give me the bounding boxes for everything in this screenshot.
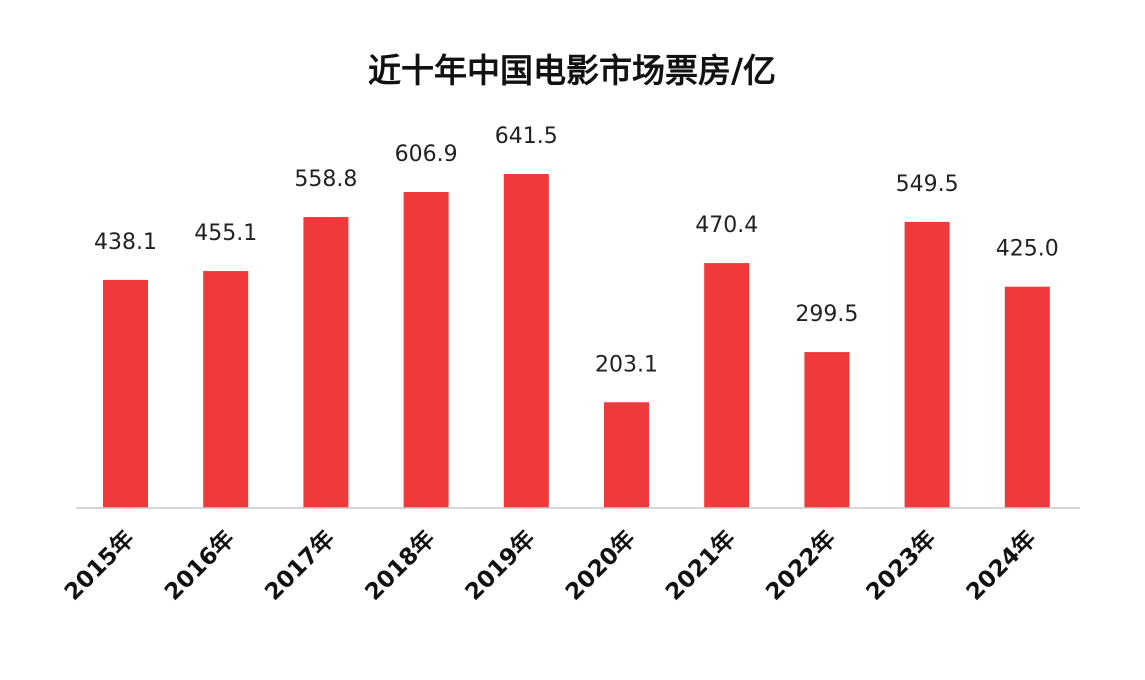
x-tick-label: 2020年 bbox=[560, 525, 641, 606]
data-label: 425.0 bbox=[996, 237, 1059, 262]
data-label: 549.5 bbox=[896, 172, 959, 197]
data-label: 470.4 bbox=[695, 213, 758, 238]
bar-2021年 bbox=[704, 263, 750, 508]
x-tick-label: 2022年 bbox=[761, 525, 842, 606]
data-label: 558.8 bbox=[294, 167, 357, 192]
x-tick-label: 2024年 bbox=[961, 525, 1042, 606]
x-tick-label: 2016年 bbox=[159, 525, 240, 606]
data-label: 203.1 bbox=[595, 352, 658, 377]
x-tick-label: 2015年 bbox=[59, 525, 140, 606]
bar-2015年 bbox=[103, 279, 148, 508]
x-tick-label: 2023年 bbox=[861, 525, 942, 606]
x-tick-label: 2018年 bbox=[360, 525, 441, 606]
bar-2018年 bbox=[403, 192, 449, 508]
x-tick-label: 2019年 bbox=[460, 525, 541, 606]
chart-title: 近十年中国电影市场票房/亿 bbox=[368, 51, 776, 90]
data-label: 299.5 bbox=[795, 302, 858, 327]
x-tick-label: 2017年 bbox=[260, 525, 341, 606]
bar-2019年 bbox=[503, 174, 549, 508]
data-label: 641.5 bbox=[495, 124, 558, 149]
data-label: 606.9 bbox=[395, 142, 458, 167]
bar-2016年 bbox=[203, 271, 249, 508]
data-label: 455.1 bbox=[194, 221, 257, 246]
bar-2020年 bbox=[604, 402, 649, 508]
bar-2024年 bbox=[1004, 286, 1050, 508]
data-label: 438.1 bbox=[94, 230, 157, 255]
bar-2017年 bbox=[303, 217, 349, 508]
bar-2022年 bbox=[804, 352, 850, 508]
x-tick-label: 2021年 bbox=[660, 525, 741, 606]
bar-2023年 bbox=[904, 221, 950, 508]
